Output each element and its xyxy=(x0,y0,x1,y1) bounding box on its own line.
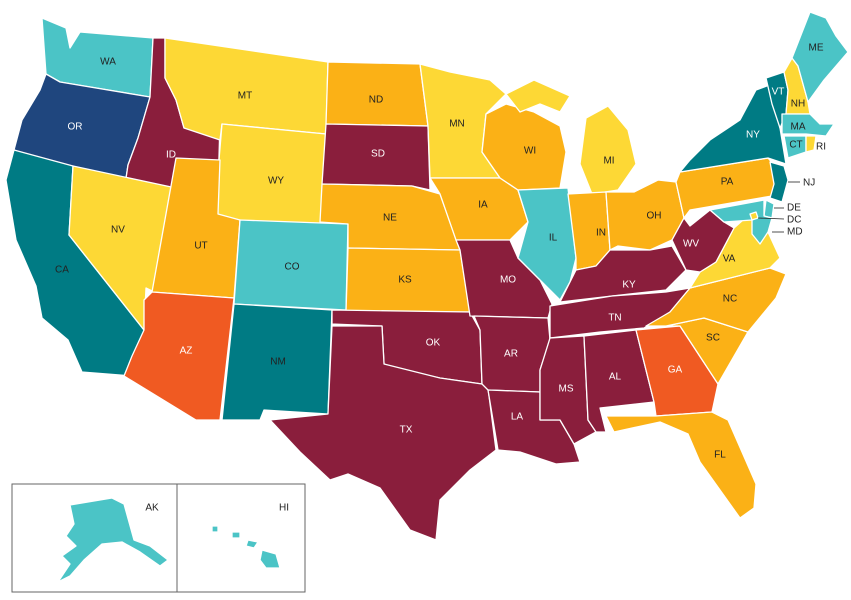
label-ca: CA xyxy=(55,265,69,276)
label-wv: WV xyxy=(683,239,699,250)
state-mo[interactable] xyxy=(455,239,553,319)
label-md: MD xyxy=(787,227,803,238)
dc-leader xyxy=(757,217,785,220)
label-ak: AK xyxy=(145,503,159,514)
label-ga: GA xyxy=(668,365,683,376)
label-az: AZ xyxy=(180,346,193,357)
label-ct: CT xyxy=(789,140,802,151)
state-wv[interactable] xyxy=(671,209,735,273)
label-nm: NM xyxy=(270,357,286,368)
state-fl[interactable] xyxy=(605,411,757,519)
label-pa: PA xyxy=(721,177,734,188)
label-ks: KS xyxy=(398,275,412,286)
state-hi[interactable] xyxy=(211,525,281,569)
label-wi: WI xyxy=(524,146,536,157)
state-mi[interactable] xyxy=(505,79,637,195)
label-tx: TX xyxy=(400,425,413,436)
label-ok: OK xyxy=(426,338,441,349)
label-ky: KY xyxy=(622,280,636,291)
state-ak[interactable] xyxy=(57,497,169,583)
label-or: OR xyxy=(68,122,83,133)
state-mt[interactable] xyxy=(164,37,329,141)
label-il: IL xyxy=(549,233,558,244)
label-sd: SD xyxy=(371,149,385,160)
label-vt: VT xyxy=(772,87,785,98)
state-nj[interactable] xyxy=(769,161,789,203)
label-ut: UT xyxy=(194,241,207,252)
state-pa[interactable] xyxy=(675,157,781,219)
label-mi: MI xyxy=(603,156,614,167)
label-nc: NC xyxy=(723,294,737,305)
label-la: LA xyxy=(511,412,524,423)
label-ia: IA xyxy=(478,200,488,211)
label-fl: FL xyxy=(714,450,726,461)
label-mn: MN xyxy=(449,119,465,130)
state-az[interactable] xyxy=(123,291,235,421)
state-de[interactable] xyxy=(763,199,775,219)
label-wa: WA xyxy=(100,57,116,68)
label-oh: OH xyxy=(647,211,662,222)
label-mo: MO xyxy=(500,275,516,286)
label-id: ID xyxy=(166,150,176,161)
label-sc: SC xyxy=(706,333,720,344)
state-ma[interactable] xyxy=(781,113,835,137)
label-nd: ND xyxy=(369,95,383,106)
label-wy: WY xyxy=(268,176,284,187)
state-ri[interactable] xyxy=(805,135,817,153)
label-nh: NH xyxy=(791,99,805,110)
label-mt: MT xyxy=(238,91,252,102)
label-me: ME xyxy=(809,43,824,54)
hawaii-inset-frame xyxy=(176,483,306,593)
label-ar: AR xyxy=(504,349,518,360)
state-me[interactable] xyxy=(791,11,849,103)
label-ny: NY xyxy=(746,130,760,141)
label-de: DE xyxy=(787,203,801,214)
state-nc[interactable] xyxy=(645,267,787,333)
label-nv: NV xyxy=(111,225,125,236)
label-in: IN xyxy=(596,228,606,239)
label-al: AL xyxy=(609,372,622,383)
label-co: CO xyxy=(285,262,300,273)
state-md[interactable] xyxy=(709,199,773,245)
label-ne: NE xyxy=(383,213,397,224)
label-nj: NJ xyxy=(803,178,815,189)
label-va: VA xyxy=(723,254,736,265)
state-dc[interactable] xyxy=(749,211,759,221)
label-ma: MA xyxy=(791,122,806,133)
label-dc: DC xyxy=(787,215,801,226)
label-hi: HI xyxy=(279,503,289,514)
label-ms: MS xyxy=(559,384,574,395)
label-ri: RI xyxy=(816,142,826,153)
state-tx[interactable] xyxy=(269,325,497,541)
label-tn: TN xyxy=(608,313,621,324)
